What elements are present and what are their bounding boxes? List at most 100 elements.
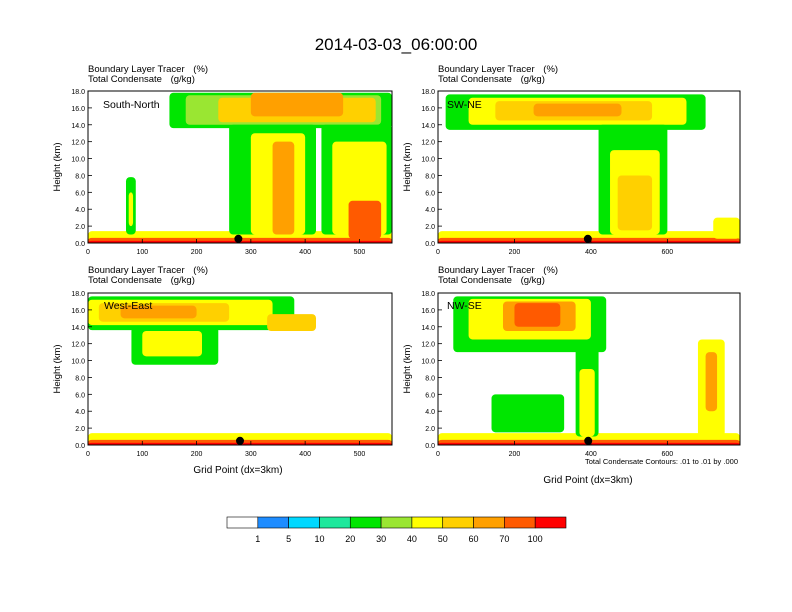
y-tick-label: 0.0	[425, 241, 435, 248]
colorbar-label: 70	[499, 534, 509, 544]
x-tick-label: 200	[509, 451, 521, 458]
y-tick-label: 4.0	[75, 207, 85, 214]
x-tick-label: 500	[354, 451, 366, 458]
y-tick-label: 8.0	[75, 375, 85, 382]
x-tick-label: 600	[662, 249, 674, 256]
contour-units: (g/kg)	[521, 275, 545, 286]
colorbar-label: 20	[345, 534, 355, 544]
panel-nw-se: Boundary Layer Tracer (%) Total Condensa…	[402, 265, 741, 486]
panel-south-north: Boundary Layer Tracer (%) Total Condensa…	[52, 64, 393, 256]
y-tick-label: 4.0	[75, 409, 85, 416]
y-tick-label: 14.0	[421, 325, 435, 332]
x-tick-label: 0	[86, 249, 90, 256]
y-axis-label: Height (km)	[402, 142, 413, 191]
x-tick-label: 200	[191, 451, 203, 458]
y-tick-label: 0.0	[75, 241, 85, 248]
x-tick-label: 300	[245, 249, 257, 256]
location-marker	[236, 436, 244, 445]
y-tick-label: 2.0	[425, 224, 435, 231]
x-tick-label: 0	[436, 451, 440, 458]
x-tick-label: 100	[136, 249, 148, 256]
y-tick-label: 0.0	[425, 443, 435, 450]
field-name: Boundary Layer Tracer	[438, 265, 535, 276]
colorbar-label: 30	[376, 534, 386, 544]
y-tick-label: 18.0	[71, 89, 85, 96]
field-units: (%)	[543, 265, 558, 276]
contour-label: Total Condensate (g/kg)	[88, 74, 195, 85]
field-label: Boundary Layer Tracer (%)	[88, 265, 208, 276]
plot-frame	[437, 90, 741, 244]
x-tick-label: 400	[299, 249, 311, 256]
y-tick-label: 8.0	[425, 375, 435, 382]
panel-name: West-East	[104, 300, 152, 312]
colorbar-label: 10	[314, 534, 324, 544]
colorbar-label: 60	[469, 534, 479, 544]
field-units: (%)	[543, 64, 558, 75]
x-axis-label: Grid Point (dx=3km)	[193, 465, 282, 476]
tracer-cell	[533, 103, 622, 117]
field-label: Boundary Layer Tracer (%)	[438, 265, 558, 276]
tracer-cell	[272, 141, 295, 235]
plot-area: 0.0 2.0 4.0 6.0 8.0 10.0 12.0 14.0 16.0 18.0 0 200 4…	[421, 291, 741, 458]
colorbar-swatch	[442, 516, 474, 529]
tracer-cell	[705, 352, 718, 412]
y-tick-label: 6.0	[425, 392, 435, 399]
y-tick-label: 6.0	[75, 392, 85, 399]
colorbar-label: 40	[407, 534, 417, 544]
y-tick-label: 8.0	[425, 173, 435, 180]
y-tick-label: 14.0	[71, 325, 85, 332]
colorbar: 1 5 10 20 30 40 50 60 70 100	[226, 516, 567, 544]
colorbar-swatch	[319, 516, 351, 529]
y-tick-label: 6.0	[75, 190, 85, 197]
tracer-field	[438, 296, 740, 445]
y-tick-label: 18.0	[421, 291, 435, 298]
x-tick-label: 200	[191, 249, 203, 256]
colorbar-swatch	[473, 516, 505, 529]
y-axis-label: Height (km)	[402, 344, 413, 393]
contour-note: Total Condensate Contours: .01 to .01 by…	[585, 457, 738, 466]
plot-area: 0.0 2.0 4.0 6.0 8.0 10.0 12.0 14.0 16.0 18.0 0 200 4…	[421, 89, 741, 256]
plot-frame	[87, 292, 393, 446]
tracer-cell	[514, 303, 561, 327]
tracer-cell	[120, 305, 197, 319]
x-tick-label: 400	[299, 451, 311, 458]
colorbar-label: 5	[286, 534, 291, 544]
colorbar-label: 100	[528, 534, 543, 544]
colorbar-swatch	[288, 516, 320, 529]
tracer-field	[88, 92, 392, 243]
panel-name: SW-NE	[447, 99, 482, 111]
contour-name: Total Condensate	[438, 275, 512, 286]
y-axis-label: Height (km)	[52, 344, 63, 393]
y-tick-label: 2.0	[425, 426, 435, 433]
tracer-cell	[713, 217, 740, 239]
field-units: (%)	[193, 64, 208, 75]
y-tick-label: 14.0	[71, 123, 85, 130]
tracer-cell	[579, 369, 595, 437]
plot-area: 0.0 2.0 4.0 6.0 8.0 10.0 12.0 14.0 16.0 18.0 0 100 2…	[71, 291, 393, 458]
colorbar-swatch	[226, 516, 259, 529]
x-tick-label: 400	[585, 451, 597, 458]
y-tick-label: 10.0	[71, 359, 85, 366]
contour-name: Total Condensate	[88, 275, 162, 286]
y-tick-label: 12.0	[421, 342, 435, 349]
y-tick-label: 4.0	[425, 207, 435, 214]
x-tick-label: 0	[436, 249, 440, 256]
y-tick-label: 14.0	[421, 123, 435, 130]
contour-label: Total Condensate (g/kg)	[438, 74, 545, 85]
tracer-cell	[142, 331, 202, 357]
contour-units: (g/kg)	[171, 74, 195, 85]
colorbar-swatch	[504, 516, 536, 529]
tracer-field	[438, 94, 740, 243]
field-label: Boundary Layer Tracer (%)	[88, 64, 208, 75]
panel-name: South-North	[103, 99, 160, 111]
colorbar-swatch	[534, 516, 567, 529]
y-tick-label: 6.0	[425, 190, 435, 197]
colorbar-label: 50	[438, 534, 448, 544]
contour-units: (g/kg)	[521, 74, 545, 85]
x-tick-label: 600	[662, 451, 674, 458]
plot-frame	[437, 292, 741, 446]
y-tick-label: 16.0	[71, 308, 85, 315]
y-tick-label: 12.0	[421, 140, 435, 147]
y-tick-label: 16.0	[421, 106, 435, 113]
